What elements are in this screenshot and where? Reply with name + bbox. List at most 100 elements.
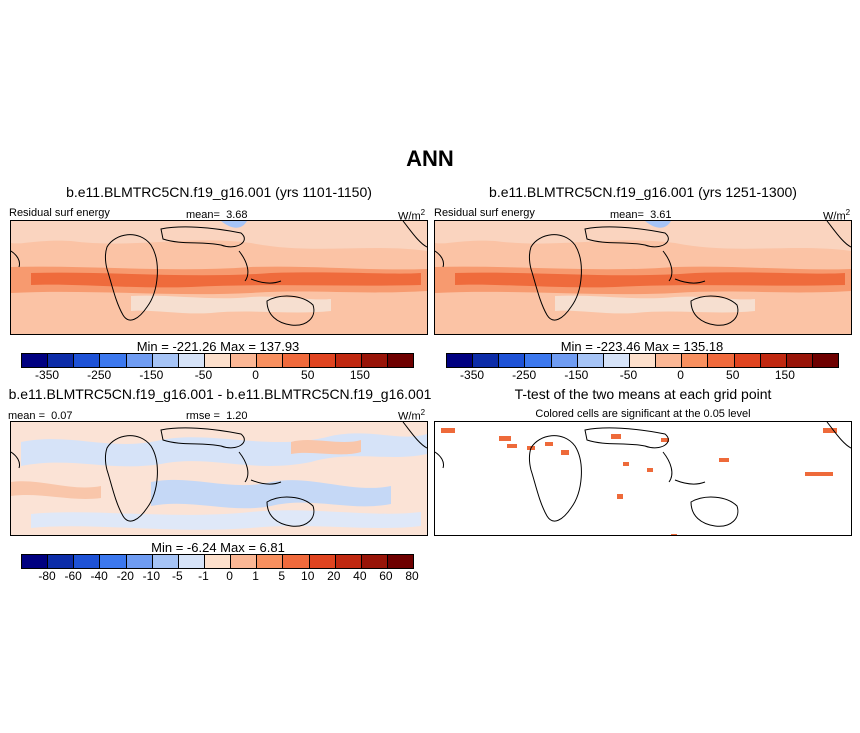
colorbar-tick-label: 50 (301, 368, 315, 382)
panel3-units: W/m2 (398, 408, 425, 423)
asia-outline (160, 226, 245, 248)
cool-spot (645, 221, 671, 228)
colorbar-swatch (786, 354, 813, 367)
colorbar-swatch (100, 555, 127, 568)
north-band (11, 221, 427, 251)
panel4-title: T-test of the two means at each grid poi… (514, 386, 772, 402)
colorbar-swatch (812, 354, 838, 367)
colorbar-tick-label: 0 (226, 569, 233, 583)
south-band (131, 295, 331, 314)
colorbar-tick-label: 1 (252, 569, 259, 583)
significant-cell (545, 442, 553, 446)
north-band (435, 221, 851, 251)
panel2-units: W/m2 (823, 208, 850, 223)
panel1-map-svg (11, 221, 427, 334)
panel2-mean-value: 3.61 (650, 209, 672, 221)
panel2-mean: mean= 3.61 (610, 209, 672, 221)
colorbar-tick-label: -50 (194, 368, 213, 382)
colorbar-tick-label: -350 (35, 368, 60, 382)
colorbar-tick-label: -250 (512, 368, 537, 382)
colorbar-swatch (48, 354, 75, 367)
americas-outline (11, 221, 427, 268)
colorbar-swatch (656, 354, 683, 367)
colorbar-tick-label: 10 (301, 569, 315, 583)
colorbar-swatch (629, 354, 657, 367)
colorbar-swatch (48, 555, 75, 568)
colorbar-tick-label: 60 (379, 569, 393, 583)
panel2-map (434, 220, 852, 335)
colorbar-swatch (309, 555, 336, 568)
colorbar-swatch (204, 555, 232, 568)
colorbar-swatch (499, 354, 526, 367)
panel3-mean-value: 0.07 (51, 410, 73, 422)
significant-cell (441, 428, 455, 433)
colorbar-swatch (734, 354, 761, 367)
colorbar-tick-label: -150 (564, 368, 589, 382)
significant-cell (561, 450, 569, 455)
significant-cell (805, 472, 833, 476)
panel1-minmax: Min = -221.26 Max = 137.93 (136, 339, 300, 354)
panel3-map (10, 421, 428, 536)
figure-title: ANN (406, 146, 454, 171)
americas-outline (435, 422, 851, 469)
colorbar-swatch (603, 354, 630, 367)
colorbar-tick-label: 80 (405, 569, 419, 583)
significant-cell (719, 458, 729, 462)
panel1-units: W/m2 (398, 208, 425, 223)
colorbar-swatch (152, 555, 179, 568)
significant-cell (823, 428, 837, 433)
colorbar-tick-label: 0 (252, 368, 259, 382)
colorbar-swatch (551, 354, 578, 367)
panel2-colorbar (446, 353, 839, 368)
colorbar-swatch (309, 354, 336, 367)
colorbar-swatch (22, 354, 49, 367)
panel4-map-svg (435, 422, 851, 535)
colorbar-tick-label: 150 (349, 368, 370, 382)
americas-outline (11, 422, 427, 469)
asia-outline (584, 427, 669, 449)
panel1-mean-label: mean= (186, 209, 220, 221)
significant-cell (671, 534, 677, 535)
diff-cool-band-2 (151, 479, 391, 509)
colorbar-tick-label: -250 (87, 368, 112, 382)
panel3-minmax: Min = -6.24 Max = 6.81 (151, 540, 285, 555)
colorbar-tick-label: -350 (460, 368, 485, 382)
itcz-core (455, 272, 845, 288)
colorbar-swatch (577, 354, 604, 367)
diff-warm-patch-1 (11, 481, 101, 499)
colorbar-swatch (22, 555, 49, 568)
panel2-mean-label: mean= (610, 209, 644, 221)
panel3-units-sup: 2 (420, 408, 426, 417)
colorbar-tick-label: 5 (278, 569, 285, 583)
panel1-units-text: W/m (398, 210, 421, 223)
panel2-units-sup: 2 (845, 208, 851, 217)
panel1-mean: mean= 3.68 (186, 209, 248, 221)
asia-outline (160, 427, 245, 449)
panel4-map (434, 421, 852, 536)
colorbar-tick-label: -1 (198, 569, 209, 583)
colorbar-swatch (74, 555, 101, 568)
itcz-core (31, 272, 421, 288)
panel3-units-text: W/m (398, 410, 421, 423)
panel1-mean-value: 3.68 (226, 209, 248, 221)
south-band (555, 295, 755, 314)
colorbar-tick-label: -60 (64, 569, 82, 583)
maritime-continent-outline (238, 250, 282, 284)
colorbar-swatch (283, 354, 310, 367)
africa-outline (105, 435, 158, 522)
colorbar-swatch (361, 555, 388, 568)
colorbar-tick-label: -80 (38, 569, 56, 583)
colorbar-swatch (126, 555, 153, 568)
colorbar-swatch (525, 354, 552, 367)
colorbar-swatch (178, 555, 205, 568)
panel2-units-text: W/m (823, 210, 846, 223)
significant-cell (623, 462, 629, 466)
panel1-units-sup: 2 (420, 208, 426, 217)
significant-cell (611, 434, 621, 439)
colorbar-swatch (204, 354, 232, 367)
colorbar-tick-label: 50 (726, 368, 740, 382)
colorbar-tick-label: -5 (172, 569, 183, 583)
colorbar-tick-label: 0 (677, 368, 684, 382)
colorbar-tick-label: -20 (116, 569, 134, 583)
colorbar-swatch (473, 354, 500, 367)
